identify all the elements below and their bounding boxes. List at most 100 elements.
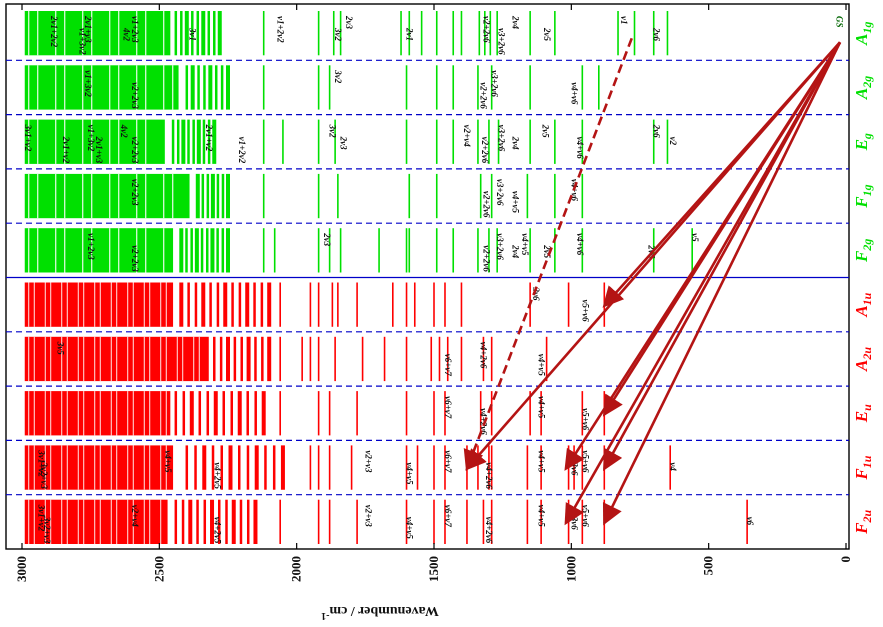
state-label: ν5 — [690, 233, 700, 242]
wavenumber-axis: 0 500 1000 1500 2000 2500 3000 Wavenumber / cm-… — [14, 4, 853, 621]
state-label: ν2+ν3 — [363, 505, 373, 528]
state-label: 3ν6 — [569, 516, 579, 530]
state-label: 3ν2 — [328, 124, 338, 138]
state-label: ν2+2ν3 — [130, 137, 140, 164]
state-label: 2ν1+ν2 — [61, 136, 71, 164]
state-label: 2ν1 — [405, 27, 415, 41]
state-label: ν2+ν3 — [363, 450, 373, 473]
state-label: 3ν6 — [569, 461, 579, 475]
state-label: 3ν2 — [333, 69, 343, 83]
state-label: ν3+2ν6 — [495, 179, 505, 206]
state-label: ν4+ν5 — [163, 450, 173, 473]
state-label: 2ν1+ν3 — [83, 15, 93, 43]
energy-levels — [24, 11, 748, 544]
symmetry-label: F2u — [852, 510, 874, 535]
symmetry-letter: F — [852, 522, 871, 535]
state-label: ν3+2ν6 — [497, 125, 507, 152]
state-label: ν3+2ν6 — [490, 70, 500, 97]
symmetry-subscript: u — [860, 404, 874, 411]
state-label: 2ν5 — [540, 124, 550, 138]
symmetry-subscript: 1u — [860, 455, 874, 468]
symmetry-subscript: 2u — [860, 510, 874, 524]
dense-level-band — [24, 282, 174, 327]
symmetry-subscript: 2g — [860, 76, 874, 89]
tick-label: 2000 — [289, 556, 304, 582]
tick-label: 0 — [838, 556, 853, 563]
symmetry-letter: A — [852, 305, 871, 317]
symmetry-subscript: 2g — [860, 239, 874, 252]
state-label: ν4+2ν6 — [484, 462, 494, 489]
symmetry-subscript: g — [860, 133, 874, 140]
state-label: ν4+ν5 — [536, 396, 546, 419]
state-label: 2ν4 — [510, 15, 520, 29]
state-label: 3ν1+ν2 — [36, 504, 46, 532]
axis-title: Wavenumber / cm-1 — [321, 603, 439, 621]
state-label: ν6+ν7 — [443, 450, 453, 473]
transition-arrows — [463, 37, 842, 526]
state-label: 3ν2+ν3 — [39, 461, 49, 489]
state-label: ν1+3ν2 — [86, 125, 96, 152]
tick-label: 500 — [701, 556, 716, 576]
state-label: 2ν5 — [542, 27, 552, 41]
symmetry-subscript: 1g — [860, 184, 874, 196]
state-label: 2ν1+ν2 — [204, 124, 214, 152]
symmetry-label: A2g — [852, 76, 874, 100]
symmetry-subscript: 2u — [860, 347, 874, 361]
state-label: 2ν3 — [339, 136, 349, 150]
transition-arrow — [463, 37, 633, 472]
state-label: ν4+ν5 — [536, 450, 546, 473]
state-label: ν4+ν5 — [536, 505, 546, 528]
state-label: ν6+ν7 — [443, 354, 453, 377]
state-label: ν5+ν6 — [580, 408, 590, 431]
symmetry-label: A1g — [852, 21, 874, 45]
transition-arrow — [564, 41, 842, 471]
state-label: ν5+ν6 — [580, 505, 590, 528]
state-label: 2ν4 — [510, 136, 520, 150]
symmetry-letter: F — [852, 250, 871, 263]
state-label: ν1 — [619, 16, 629, 25]
state-label: ν2+2ν6 — [481, 191, 491, 218]
state-label: 2ν6 — [652, 27, 662, 41]
state-label: 2ν5 — [542, 244, 552, 258]
state-label: ν2+2ν6 — [481, 245, 491, 272]
transition-arrow — [465, 41, 841, 471]
state-label: ν4 — [668, 462, 678, 471]
state-label: ν4+ν5 — [405, 462, 415, 485]
state-label: ν4+ν5 — [510, 191, 520, 214]
state-label: ν2+ν4 — [462, 125, 472, 148]
symmetry-label: F2g — [852, 239, 874, 263]
symmetry-label: F1u — [852, 455, 874, 480]
tick-label: 1000 — [563, 556, 578, 582]
state-label: ν6 — [745, 517, 755, 526]
state-label: 3ν1 — [188, 27, 198, 41]
transition-arrow — [602, 41, 842, 526]
state-label: ν2+2ν6 — [479, 82, 489, 109]
state-label: ν1+3ν2 — [78, 28, 88, 55]
state-label: ν1+2ν2 — [275, 16, 285, 43]
state-label: 2ν1+2ν2 — [49, 15, 59, 48]
symmetry-letter: A — [852, 360, 871, 372]
state-label: ν1+2ν3 — [86, 233, 96, 260]
state-label: ν5+ν6 — [580, 450, 590, 473]
symmetry-letter: F — [852, 468, 871, 481]
state-label: 4ν2 — [122, 27, 132, 41]
state-label: 3ν1+ν2 — [36, 449, 46, 477]
state-label: 2ν3 — [322, 232, 332, 246]
state-label: ν4+2ν6 — [484, 517, 494, 544]
state-label: 3ν2+ν3 — [42, 516, 52, 544]
symmetry-subscript: 1u — [860, 292, 874, 305]
state-label: GS — [834, 16, 844, 28]
tick-label: 3000 — [14, 556, 29, 582]
state-label: 2ν3 — [344, 15, 354, 29]
state-label: 2ν1+ν3 — [94, 136, 104, 164]
symmetry-label: F1g — [852, 184, 874, 208]
state-label: ν2+2ν3 — [130, 179, 140, 206]
state-label: ν4+2ν6 — [479, 342, 489, 369]
axis-title-text: Wavenumber / cm — [329, 603, 439, 618]
symmetry-subscript: 1g — [860, 21, 874, 33]
state-label: ν4+2ν5 — [212, 462, 222, 489]
dense-level-band — [24, 499, 168, 544]
state-label: ν2+2ν6 — [481, 16, 491, 43]
